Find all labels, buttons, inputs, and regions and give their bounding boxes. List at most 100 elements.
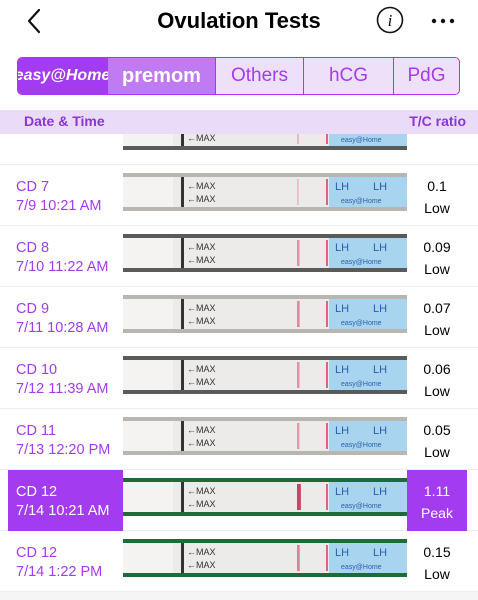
tc-ratio-value: 0.15 (423, 544, 451, 560)
info-icon[interactable]: i (375, 5, 405, 35)
test-row[interactable]: CD 11 7/13 12:20 PM ←MAX ←MAX LH LH easy@Home 0… (0, 409, 478, 470)
tc-ratio-value: 0.06 (423, 361, 451, 377)
brand-tab-easy-home[interactable]: easy@Home (18, 58, 110, 94)
tc-ratio-value: 0.09 (423, 239, 451, 255)
tc-ratio-cell: 0.09 Low (407, 236, 467, 280)
more-icon[interactable] (428, 6, 458, 36)
lh-level-label: Low (424, 383, 450, 399)
test-datetime: 7/12 11:39 AM (16, 381, 109, 397)
test-row[interactable]: CD 9 7/11 10:28 AM ←MAX ←MAX LH LH easy@Home 0.… (0, 287, 478, 348)
test-strip-photo[interactable]: ←MAX ←MAX LH LH easy@Home (123, 234, 407, 272)
strip-brand-label: easy@Home (341, 259, 382, 266)
cycle-day-date: 7/8 10:28 AM (16, 134, 101, 136)
strip-max-label: ←MAX (187, 560, 216, 570)
strip-brand-label: easy@Home (341, 198, 382, 205)
strip-max-label: ←MAX (187, 181, 216, 191)
brand-tab-pdg[interactable]: PdG (407, 65, 446, 86)
strip-lh-label: LH (335, 547, 349, 559)
strip-lh-label: LH (373, 425, 387, 437)
selected-highlight (407, 470, 467, 531)
strip-brand-label: easy@Home (341, 320, 382, 327)
strip-max-label: ←MAX (187, 303, 216, 313)
bottom-divider (0, 592, 478, 600)
strip-max-label: ←MAX (187, 134, 216, 143)
test-row[interactable]: CD 7 7/9 10:21 AM ←MAX ←MAX LH LH easy@Home 0.1… (0, 165, 478, 226)
strip-brand-label: easy@Home (341, 503, 382, 510)
tc-ratio-cell: 1.11 Peak (407, 480, 467, 524)
test-row[interactable]: CD 12 7/14 10:21 AM ←MAX ←MAX LH LH easy@Home 1… (0, 470, 478, 531)
brand-tab-premom[interactable]: premom (108, 58, 216, 94)
strip-lh-label: LH (373, 242, 387, 254)
brand-tab-hcg[interactable]: hCG (304, 58, 394, 94)
lh-level-label: Low (424, 444, 450, 460)
strip-max-label: ←MAX (187, 486, 216, 496)
selected-highlight (8, 470, 123, 531)
strip-lh-label: LH (373, 303, 387, 315)
test-row[interactable]: CD 8 7/10 11:22 AM ←MAX ←MAX LH LH easy@Home 0.… (0, 226, 478, 287)
cycle-day-date: CD 8 7/10 11:22 AM (16, 239, 108, 277)
strip-brand-label: easy@Home (341, 381, 382, 388)
strip-lh-label: LH (335, 364, 349, 376)
lh-level-label: Low (424, 322, 450, 338)
strip-max-label: ←MAX (187, 425, 216, 435)
back-chevron-icon[interactable] (20, 6, 50, 36)
test-strip-photo[interactable]: ←MAX ←MAX LH LH easy@Home (123, 173, 407, 211)
strip-brand-label: easy@Home (341, 564, 382, 571)
strip-lh-label: LH (335, 486, 349, 498)
column-header: Date & Time T/C ratio (0, 110, 478, 134)
cycle-day-date: CD 12 7/14 1:22 PM (16, 544, 102, 582)
tc-ratio-cell: 0.05 Low (407, 419, 467, 463)
test-datetime: 7/10 11:22 AM (16, 259, 109, 275)
cycle-day-date: CD 12 7/14 10:21 AM (16, 483, 110, 521)
cycle-day-label: CD 12 (16, 545, 58, 561)
test-strip-photo[interactable]: ←MAX ←MAX LH LH easy@Home (123, 295, 407, 333)
test-datetime: 7/9 10:21 AM (16, 198, 102, 214)
tc-ratio-cell: 0.06 Low (407, 358, 467, 402)
strip-max-label: ←MAX (187, 255, 216, 265)
strip-max-label: ←MAX (187, 194, 216, 204)
test-row[interactable]: CD 12 7/14 1:22 PM ←MAX ←MAX LH LH easy@Home 0.… (0, 531, 478, 592)
strip-max-label: ←MAX (187, 499, 216, 509)
strip-lh-label: LH (373, 547, 387, 559)
cycle-day-label: CD 7 (16, 179, 50, 195)
strip-lh-label: LH (373, 181, 387, 193)
tc-ratio-value: 0.1 (427, 178, 447, 194)
tc-ratio-cell: 0.15 Low (407, 541, 467, 585)
strip-max-label: ←MAX (187, 438, 216, 448)
strip-lh-label: LH (335, 425, 349, 437)
test-datetime: 7/14 1:22 PM (16, 564, 103, 580)
tc-ratio-cell: 0.1 Low (407, 175, 467, 219)
tc-ratio-value: 0.07 (423, 300, 451, 316)
strip-lh-label: LH (335, 242, 349, 254)
cycle-day-date: CD 9 7/11 10:28 AM (16, 300, 108, 338)
test-datetime: 7/13 12:20 PM (16, 442, 111, 458)
strip-lh-label: LH (335, 181, 349, 193)
strip-lh-label: LH (335, 303, 349, 315)
test-datetime: 7/14 10:21 AM (16, 503, 110, 519)
strip-max-label: ←MAX (187, 377, 216, 387)
column-tc-ratio: T/C ratio (409, 113, 466, 129)
page-title: Ovulation Tests (157, 8, 321, 33)
strip-max-label: ←MAX (187, 242, 216, 252)
column-date-time: Date & Time (24, 113, 105, 129)
test-strip-photo[interactable]: ←MAX ←MAX LH LH easy@Home (123, 478, 407, 516)
cycle-day-label: CD 10 (16, 362, 58, 378)
lh-level-label: Low (407, 134, 467, 136)
test-datetime: 7/8 10:28 AM (16, 134, 101, 136)
strip-max-label: ←MAX (187, 316, 216, 326)
brand-tabs: easy@Home premom Others hCG PdG (17, 57, 460, 95)
lh-level-label: Peak (421, 505, 453, 521)
cycle-day-label: CD 9 (16, 301, 50, 317)
strip-lh-label: LH (373, 486, 387, 498)
cycle-day-date: CD 11 7/13 12:20 PM (16, 422, 110, 460)
tc-ratio-cell: Low (407, 134, 467, 136)
test-row[interactable]: CD 10 7/12 11:39 AM ←MAX ←MAX LH LH easy@Home 0… (0, 348, 478, 409)
brand-tab-others[interactable]: Others (216, 58, 304, 94)
tc-ratio-cell: 0.07 Low (407, 297, 467, 341)
